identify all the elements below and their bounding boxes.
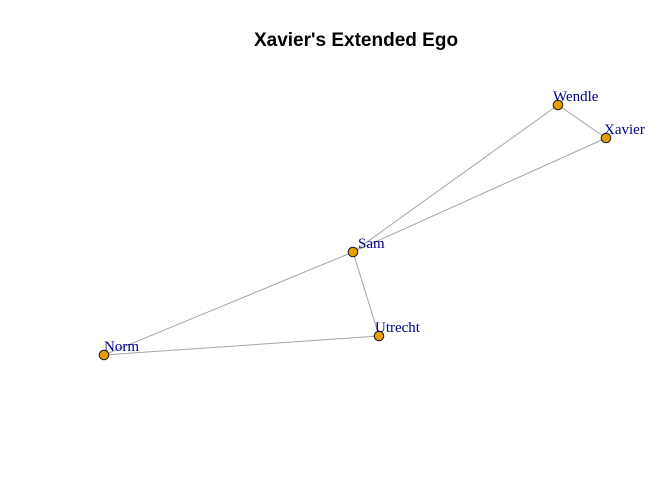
node-wendle	[552, 99, 564, 111]
edge-sam-norm	[103, 251, 354, 356]
node-xavier	[600, 132, 612, 144]
node-label-norm: Norm	[104, 339, 139, 355]
edge-wendle-sam	[352, 104, 559, 253]
node-label-xavier: Xavier	[604, 122, 645, 138]
node-label-wendle: Wendle	[553, 89, 599, 105]
node-norm	[98, 349, 110, 361]
node-label-utrecht: Utrecht	[375, 320, 421, 336]
edge-sam-utrecht	[352, 251, 380, 337]
edge-wendle-xavier	[557, 104, 607, 139]
node-utrecht	[373, 330, 385, 342]
diagram-title: Xavier's Extended Ego	[254, 30, 458, 51]
edge-xavier-sam	[352, 137, 607, 253]
edge-norm-utrecht	[103, 335, 380, 356]
node-sam	[347, 246, 359, 258]
node-label-sam: Sam	[358, 236, 385, 252]
nodes-layer	[98, 99, 612, 361]
edges-layer	[103, 104, 607, 356]
labels-layer: Wendle Xavier Sam Utrecht Norm	[104, 89, 645, 355]
